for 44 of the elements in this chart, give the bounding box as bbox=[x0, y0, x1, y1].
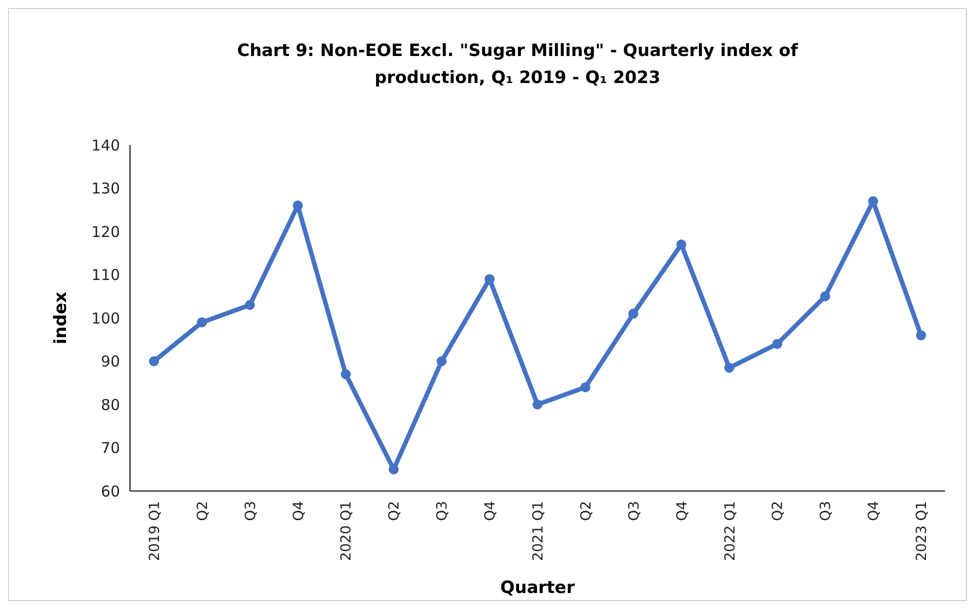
x-axis-title: Quarter bbox=[500, 578, 576, 598]
x-tick-label: Q3 bbox=[434, 501, 451, 521]
point bbox=[916, 330, 926, 340]
y-tick-label: 100 bbox=[91, 309, 120, 328]
x-tick-label: Q3 bbox=[242, 501, 259, 521]
chart-title: Chart 9: Non-EOE Excl. "Sugar Milling" - Quarterly index of production, Q₁ 2019 - Q₁ 2023 bbox=[237, 41, 798, 88]
y-tick-label: 110 bbox=[91, 266, 120, 284]
point bbox=[580, 382, 590, 392]
x-tick-label: Q2 bbox=[770, 501, 786, 521]
point bbox=[820, 291, 830, 302]
x-tick-label: Q4 bbox=[866, 500, 882, 521]
point bbox=[676, 239, 686, 250]
point bbox=[148, 356, 159, 366]
point bbox=[340, 369, 351, 380]
y-tick-label: 120 bbox=[91, 222, 120, 241]
y-tick-label: 140 bbox=[91, 136, 120, 154]
point bbox=[292, 200, 303, 211]
y-tick-label: 60 bbox=[100, 482, 120, 500]
point bbox=[532, 400, 542, 410]
x-tick-label: Q4 bbox=[674, 500, 690, 521]
point bbox=[724, 362, 734, 373]
x-tick-label: Q4 bbox=[290, 500, 307, 521]
y-tick-label: 90 bbox=[100, 352, 120, 370]
x-tick-label: Q4 bbox=[482, 500, 499, 521]
x-tick-label: 2020 Q1 bbox=[338, 501, 355, 562]
point bbox=[196, 317, 207, 328]
point bbox=[772, 338, 782, 349]
point bbox=[436, 356, 447, 366]
x-tick-label: Q3 bbox=[626, 501, 642, 521]
y-tick-label: 80 bbox=[100, 396, 120, 414]
x-tick-label: Q3 bbox=[818, 501, 834, 521]
point bbox=[628, 308, 638, 319]
y-tick-label: 70 bbox=[100, 439, 120, 457]
point bbox=[244, 300, 255, 310]
y-axis-title: index bbox=[51, 292, 71, 344]
x-tick-label: Q2 bbox=[578, 501, 594, 521]
x-tick-label: 2021 Q1 bbox=[530, 501, 546, 562]
x-tick-label: 2023 Q1 bbox=[914, 501, 930, 562]
x-tick-label: 2022 Q1 bbox=[722, 501, 738, 562]
y-tick-label: 130 bbox=[91, 180, 120, 198]
x-tick-label: Q2 bbox=[386, 501, 403, 521]
point bbox=[868, 196, 878, 206]
x-tick-label: 2019 Q1 bbox=[146, 501, 163, 562]
x-tick-label: Q2 bbox=[194, 501, 211, 521]
